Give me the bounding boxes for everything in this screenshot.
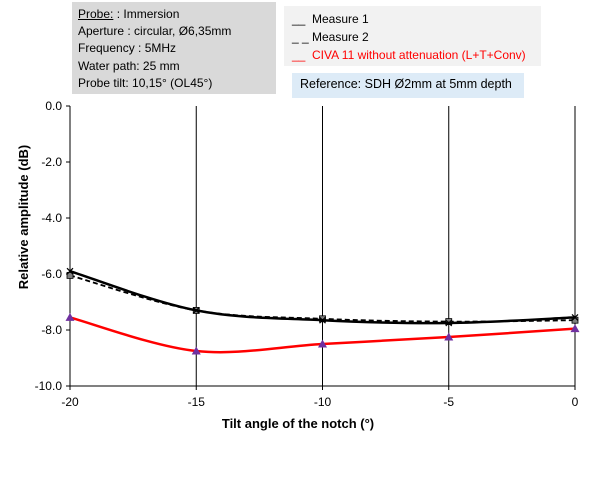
probe-tilt-line: Probe tilt: 10,15° (OL45°) [78, 75, 213, 90]
water-path-line: Water path: 25 mm [78, 58, 180, 73]
series-1-point-3 [445, 318, 453, 326]
probe-info-box: Probe: : Immersion Aperture : circular, … [72, 2, 276, 94]
legend-label-civa: CIVA 11 without attenuation (L+T+Conv) [312, 48, 526, 62]
series-2-point-4 [570, 324, 580, 333]
y-tick-label-3: -6.0 [41, 267, 62, 281]
axis-layer [66, 105, 576, 390]
y-tick-label-4: -8.0 [41, 323, 62, 337]
frequency-line: Frequency : 5MHz [78, 41, 177, 56]
x-tick-label-4: 0 [572, 395, 579, 409]
series-0-point-0 [66, 267, 74, 275]
series-0-point-1 [192, 306, 200, 314]
y-tick-label-0: 0.0 [45, 99, 62, 113]
legend-entry-measure1: __ Measure 1 [292, 10, 541, 28]
legend-label-measure1: Measure 1 [312, 12, 369, 26]
series-0-point-4 [571, 313, 579, 321]
y-tick-label-5: -10.0 [35, 379, 63, 393]
label-layer: 0.0 -2.0 -4.0 -6.0 -8.0 -10.0 -20 -15 -10 -5 0 [35, 99, 579, 409]
x-axis-title: Tilt angle of the notch (°) [222, 416, 374, 431]
x-tick-label-3: -5 [443, 395, 454, 409]
probe-value: : Immersion [113, 7, 180, 21]
reference-box: Reference: SDH Ø2mm at 5mm depth [292, 73, 524, 98]
legend-mark-measure1: __ [292, 12, 306, 26]
y-axis-title: Relative amplitude (dB) [16, 145, 31, 289]
y-tick-label-1: -2.0 [41, 155, 62, 169]
legend-label-measure2: Measure 2 [312, 30, 369, 44]
legend-entry-measure2: _ _ Measure 2 [292, 28, 541, 46]
legend: __ Measure 1 _ _ Measure 2 __ CIVA 11 witho… [284, 6, 541, 66]
series-2-point-3 [444, 332, 454, 341]
series-layer [65, 267, 580, 355]
legend-mark-civa: __ [292, 48, 306, 62]
x-tick-label-1: -15 [188, 395, 206, 409]
series-1-point-2 [319, 315, 326, 323]
legend-mark-measure2: _ _ [292, 30, 309, 44]
legend-entry-civa: __ CIVA 11 without attenuation (L+T+Conv) [292, 46, 541, 64]
y-tick-label-2: -4.0 [41, 211, 62, 225]
probe-type-line: Probe: : Immersion [78, 6, 276, 23]
x-tick-label-0: -20 [61, 395, 79, 409]
series-2-point-2 [318, 339, 327, 348]
series-0-point-2 [319, 316, 326, 324]
probe-label: Probe: [78, 7, 114, 21]
series-2-point-0 [65, 312, 75, 321]
series-2-point-1 [191, 346, 201, 355]
series-0-point-3 [445, 319, 453, 327]
aperture-line: Aperture : circular, Ø6,35mm [78, 24, 232, 39]
x-tick-label-2: -10 [314, 395, 332, 409]
